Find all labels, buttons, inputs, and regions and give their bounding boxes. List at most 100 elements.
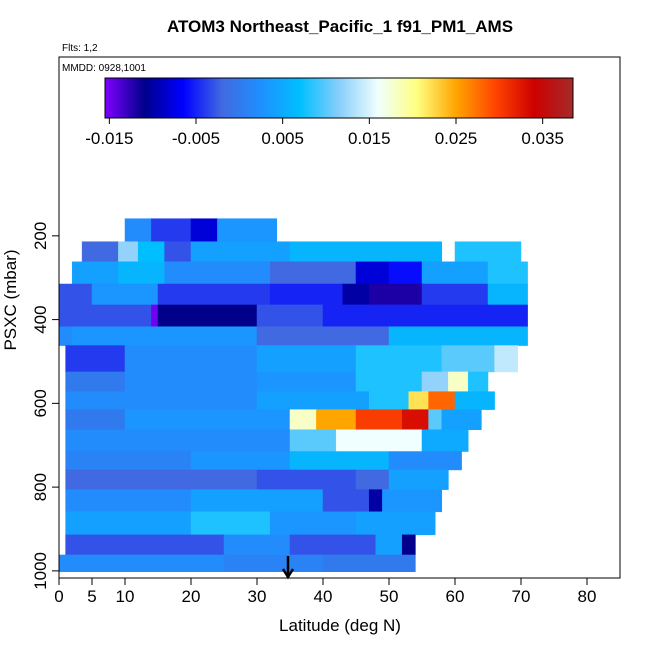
x-tick-label: 80 bbox=[578, 587, 597, 606]
colorbar-tick-label: 0.005 bbox=[261, 129, 304, 148]
heatmap-cell bbox=[217, 218, 278, 242]
heatmap-cell bbox=[269, 283, 344, 306]
heatmap-cell bbox=[58, 304, 152, 327]
annotation: MMDD: 0928,1001 bbox=[62, 63, 146, 74]
heatmap-cell bbox=[355, 409, 403, 430]
heatmap-cell bbox=[289, 451, 390, 471]
heatmap-cell bbox=[368, 283, 423, 306]
heatmap-cell bbox=[124, 218, 152, 242]
heatmap-cell bbox=[151, 218, 192, 242]
colorbar bbox=[104, 77, 574, 119]
y-tick-label: 600 bbox=[31, 389, 50, 417]
heatmap-cells bbox=[58, 218, 528, 572]
heatmap-cell bbox=[256, 469, 357, 490]
heatmap-cell bbox=[65, 534, 225, 556]
heatmap-cell bbox=[164, 241, 192, 263]
heatmap-cell bbox=[421, 371, 449, 392]
heatmap-cell bbox=[124, 371, 258, 392]
heatmap-cell bbox=[448, 371, 469, 392]
heatmap-cell bbox=[408, 391, 429, 410]
heatmap-cell bbox=[190, 489, 324, 513]
x-tick-label: 0 bbox=[54, 587, 63, 606]
heatmap-cell bbox=[164, 261, 271, 285]
heatmap-cell bbox=[91, 283, 159, 306]
heatmap-cell bbox=[190, 451, 291, 471]
heatmap-cell bbox=[467, 371, 489, 392]
x-tick-label: 40 bbox=[314, 587, 333, 606]
heatmap-cell bbox=[401, 534, 416, 556]
heatmap-cell bbox=[322, 489, 370, 513]
heatmap-cell bbox=[65, 489, 192, 513]
heatmap-cell bbox=[65, 429, 291, 452]
heatmap-cell bbox=[58, 283, 93, 306]
subtitle: Flts: 1,2 bbox=[62, 43, 98, 54]
heatmap-cell bbox=[58, 554, 225, 572]
heatmap-cell bbox=[118, 261, 165, 285]
heatmap-cell bbox=[58, 326, 73, 346]
heatmap-cell bbox=[441, 345, 495, 373]
heatmap-cell bbox=[256, 391, 370, 410]
heatmap-cell bbox=[118, 241, 139, 263]
heatmap-cell bbox=[355, 469, 390, 490]
heatmap-cell bbox=[382, 489, 443, 513]
heatmap-cell bbox=[65, 409, 126, 430]
heatmap-cell bbox=[137, 241, 165, 263]
x-axis-label: Latitude (deg N) bbox=[279, 616, 401, 635]
heatmap-cell bbox=[355, 371, 423, 392]
colorbar-tick-label: 0.025 bbox=[435, 129, 478, 148]
heatmap-cell bbox=[65, 511, 192, 536]
heatmap-cell bbox=[269, 511, 357, 536]
heatmap-cell bbox=[157, 283, 271, 306]
heatmap-cell bbox=[355, 261, 390, 285]
colorbar-tick-label: -0.005 bbox=[172, 129, 220, 148]
heatmap-cell bbox=[388, 469, 449, 490]
heatmap-cell bbox=[269, 261, 357, 285]
y-tick-label: 800 bbox=[31, 473, 50, 501]
y-tick-label: 400 bbox=[31, 305, 50, 333]
heatmap-cell bbox=[124, 409, 291, 430]
heatmap-cell bbox=[289, 241, 443, 263]
heatmap-cell bbox=[289, 429, 337, 452]
plot-frame bbox=[58, 56, 621, 579]
heatmap-cell bbox=[289, 534, 377, 556]
heatmap-cell bbox=[151, 304, 159, 327]
arrow-marker bbox=[281, 556, 295, 580]
heatmap-cell bbox=[65, 371, 126, 392]
x-tick-label: 70 bbox=[512, 587, 531, 606]
heatmap-cell bbox=[223, 534, 291, 556]
x-tick-label: 30 bbox=[248, 587, 267, 606]
heatmap-cell bbox=[65, 451, 192, 471]
heatmap-cell bbox=[388, 451, 462, 471]
heatmap-cell bbox=[368, 489, 383, 513]
heatmap-cell bbox=[65, 469, 258, 490]
heatmap-cell bbox=[190, 241, 291, 263]
heatmap-cell bbox=[71, 261, 119, 285]
heatmap-cell bbox=[487, 261, 528, 285]
x-tick-label: 5 bbox=[87, 587, 96, 606]
heatmap-cell bbox=[355, 345, 443, 373]
heatmap-cell bbox=[421, 261, 489, 285]
heatmap-cell bbox=[454, 241, 522, 263]
x-tick-label: 60 bbox=[446, 587, 465, 606]
heatmap-cell bbox=[223, 554, 324, 572]
heatmap-cell bbox=[316, 409, 357, 430]
heatmap-cell bbox=[65, 345, 126, 373]
heatmap-cell bbox=[441, 409, 482, 430]
y-tick-label: 200 bbox=[31, 222, 50, 250]
colorbar-tick-label: 0.015 bbox=[348, 129, 391, 148]
heatmap-cell bbox=[71, 326, 258, 346]
heatmap-cell bbox=[487, 283, 528, 306]
heatmap-cell bbox=[388, 326, 528, 346]
heatmap-cell bbox=[454, 391, 495, 410]
heatmap-cell bbox=[428, 391, 456, 410]
heatmap-cell bbox=[428, 409, 443, 430]
heatmap-cell bbox=[355, 511, 436, 536]
heatmap-cell bbox=[190, 218, 218, 242]
heatmap-cell bbox=[401, 409, 429, 430]
y-tick-label: 1000 bbox=[31, 552, 50, 590]
colorbar-tick-label: 0.035 bbox=[521, 129, 564, 148]
x-tick-label: 50 bbox=[380, 587, 399, 606]
heatmap-cell bbox=[375, 534, 403, 556]
